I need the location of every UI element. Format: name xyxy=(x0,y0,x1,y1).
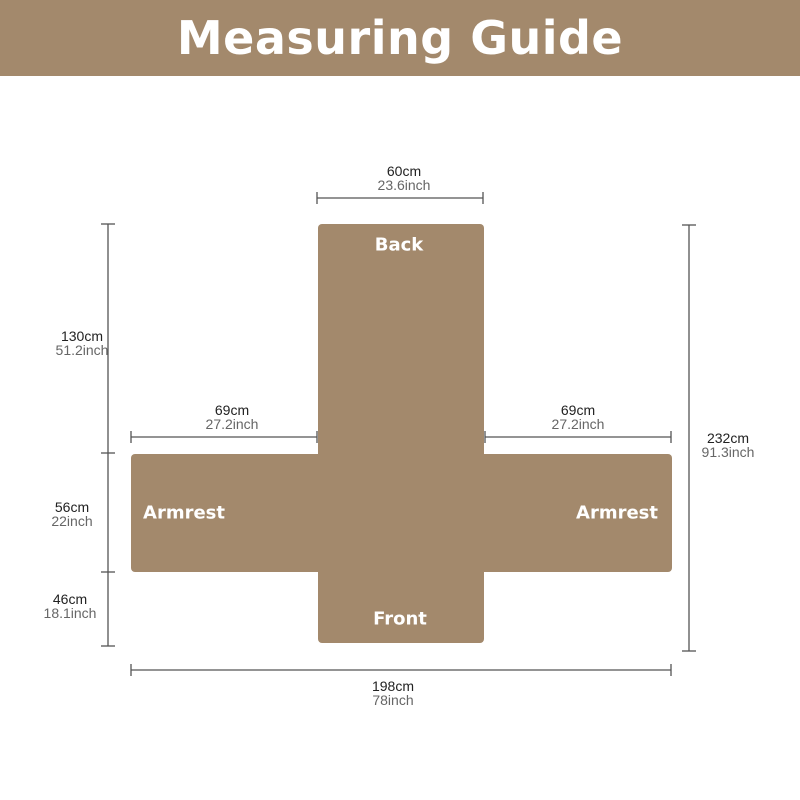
title-banner: Measuring Guide xyxy=(0,0,800,76)
left-armrest-line xyxy=(130,431,318,443)
total-length-line xyxy=(682,224,696,652)
total-width-line xyxy=(130,664,672,676)
back-front-panel xyxy=(318,224,484,643)
armrest-width-label: 56cm 22inch xyxy=(51,499,93,529)
armrest-right-label: Armrest xyxy=(576,502,658,524)
front-length-label: 46cm 18.1inch xyxy=(43,591,97,621)
armrest-left-label: Armrest xyxy=(143,502,225,524)
right-armrest-line xyxy=(484,431,672,443)
back-length-label: 130cm 51.2inch xyxy=(55,328,109,358)
front-label: Front xyxy=(373,608,427,630)
left-vertical-line xyxy=(101,223,115,647)
back-label: Back xyxy=(374,234,424,256)
back-width-label: 60cm 23.6inch xyxy=(377,163,431,193)
back-width-line xyxy=(316,192,484,204)
total-length-label: 232cm 91.3inch xyxy=(701,430,755,460)
page-title: Measuring Guide xyxy=(176,11,624,65)
armrest-left-length-label: 69cm 27.2inch xyxy=(205,402,259,432)
armrest-right-length-label: 69cm 27.2inch xyxy=(551,402,605,432)
armrest-panel xyxy=(131,454,672,572)
total-width-label: 198cm 78inch xyxy=(371,678,415,708)
